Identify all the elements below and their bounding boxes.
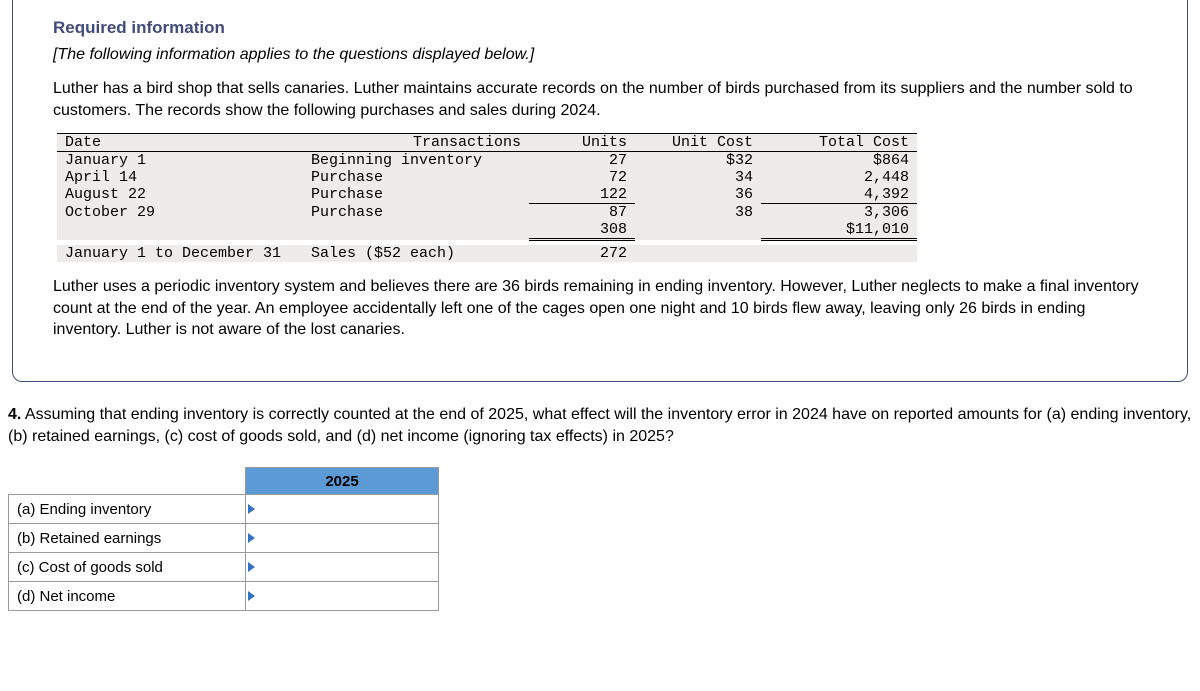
answer-row-label: (c) Cost of goods sold (9, 553, 246, 582)
retained-earnings-dropdown[interactable] (246, 524, 439, 553)
net-income-dropdown[interactable] (246, 582, 439, 611)
col-unit-cost: Unit Cost (635, 134, 761, 152)
chevron-right-icon (248, 562, 255, 572)
required-information-box: Required information [The following info… (12, 0, 1188, 382)
subtitle-text: [The following information applies to th… (53, 46, 1147, 64)
cogs-dropdown[interactable] (246, 553, 439, 582)
table-row: October 29 Purchase 87 38 3,306 (57, 204, 917, 222)
chevron-right-icon (248, 591, 255, 601)
chevron-right-icon (248, 504, 255, 514)
answer-row-label: (a) Ending inventory (9, 495, 246, 524)
ending-inventory-dropdown[interactable] (246, 495, 439, 524)
answer-year-header: 2025 (246, 468, 439, 495)
col-units: Units (529, 134, 635, 152)
answer-row-label: (d) Net income (9, 582, 246, 611)
table-row: April 14 Purchase 72 34 2,448 (57, 169, 917, 186)
col-transactions: Transactions (303, 134, 529, 152)
table-row: August 22 Purchase 122 36 4,392 (57, 186, 917, 204)
required-information-title: Required information (53, 18, 1147, 38)
answer-table: 2025 (a) Ending inventory (b) Retained e… (8, 467, 439, 611)
answer-row-label: (b) Retained earnings (9, 524, 246, 553)
totals-row: 308 $11,010 (57, 221, 917, 240)
question-text: Assuming that ending inventory is correc… (8, 406, 1191, 445)
question-4: 4. Assuming that ending inventory is cor… (8, 404, 1192, 447)
intro-paragraph: Luther has a bird shop that sells canari… (53, 78, 1147, 121)
transactions-table: Date Transactions Units Unit Cost Total … (57, 133, 917, 262)
col-date: Date (57, 134, 303, 152)
question-number: 4. (8, 406, 21, 423)
answer-table-corner (9, 468, 246, 495)
table-row: January 1 Beginning inventory 27 $32 $86… (57, 152, 917, 170)
closing-paragraph: Luther uses a periodic inventory system … (53, 276, 1147, 341)
col-total-cost: Total Cost (761, 134, 917, 152)
chevron-right-icon (248, 533, 255, 543)
sales-row: January 1 to December 31 Sales ($52 each… (57, 245, 917, 262)
